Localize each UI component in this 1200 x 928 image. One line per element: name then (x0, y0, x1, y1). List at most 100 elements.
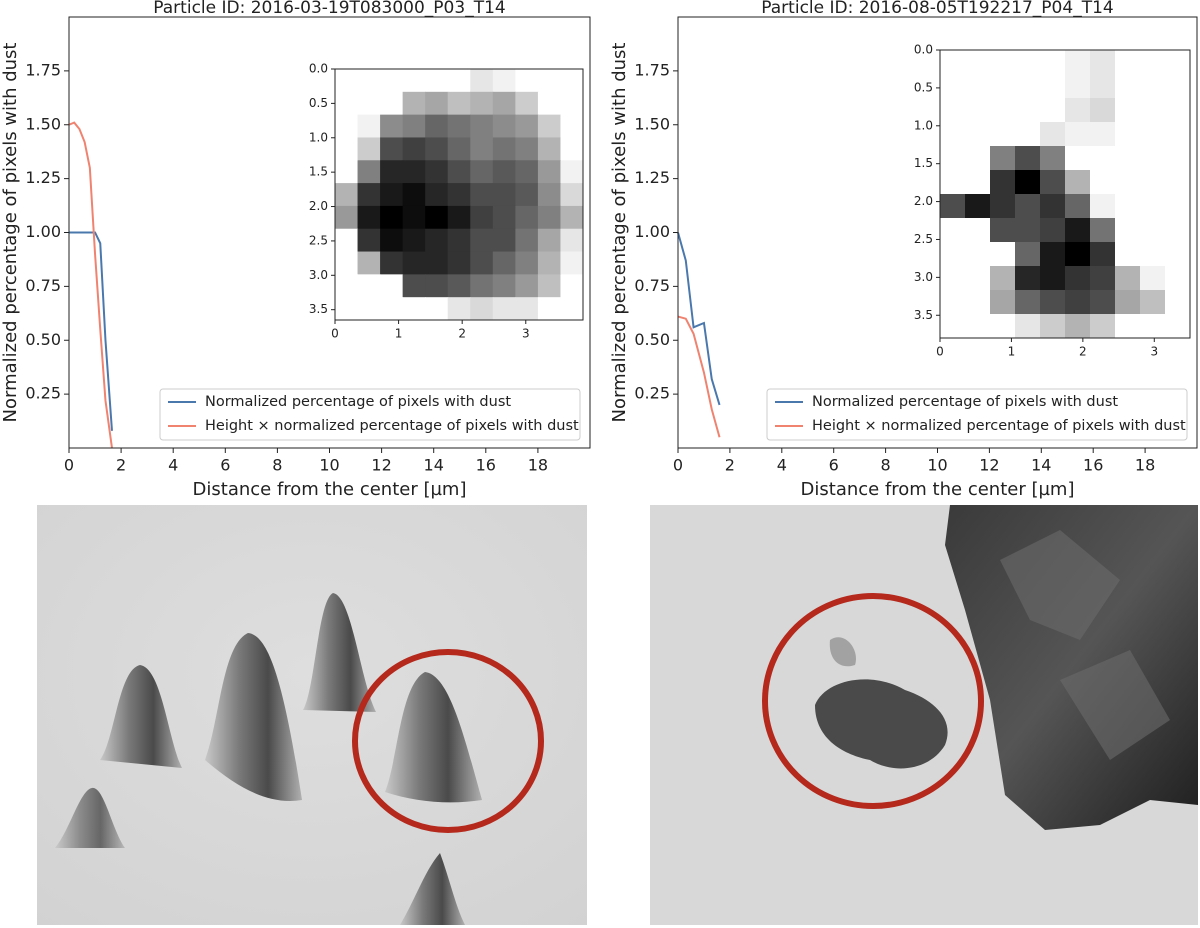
y-tick-label: 1.75 (25, 60, 61, 79)
heatmap-cell (560, 114, 584, 138)
heatmap-cell (1040, 290, 1066, 315)
heatmap-cell (380, 114, 404, 138)
heatmap-cell (1165, 122, 1191, 147)
heatmap-cell (1065, 50, 1091, 75)
highlight-circle (352, 649, 544, 833)
heatmap-cell (965, 242, 991, 267)
heatmap-cell (940, 170, 966, 195)
peak (385, 672, 482, 803)
heatmap-cell (1140, 314, 1166, 339)
heatmap-cell (965, 50, 991, 75)
heatmap-cell (425, 183, 449, 207)
heatmap-cell (380, 183, 404, 207)
heatmap-cell (447, 183, 471, 207)
heatmap-cell (1140, 146, 1166, 171)
heatmap-cell (447, 297, 471, 321)
x-tick-label: 8 (881, 456, 891, 475)
heatmap-cell (537, 205, 561, 230)
heatmap-cell (537, 297, 561, 321)
heatmap-cell (1140, 98, 1166, 123)
heatmap-cell (515, 183, 539, 207)
heatmap-cell (1140, 50, 1166, 75)
dust-facet (1000, 530, 1170, 760)
heatmap-cell (1090, 290, 1116, 315)
heatmap-cell (1115, 242, 1141, 267)
heatmap-cell (1090, 122, 1116, 147)
y-tick-label: 0.25 (25, 384, 61, 403)
heatmap-cell (492, 183, 516, 207)
heatmap-cell (357, 160, 381, 184)
x-axis-label: Distance from the center [µm] (801, 479, 1075, 500)
inset-y-tick-label: 1.5 (309, 165, 328, 179)
heatmap-cell (560, 69, 584, 93)
heatmap-cell (1165, 98, 1191, 123)
inset-y-tick-label: 0.0 (914, 43, 933, 57)
inset-y-tick-label: 1.0 (309, 130, 328, 144)
heatmap-cell (492, 228, 516, 253)
heatmap-cell (1065, 74, 1091, 99)
y-tick-label: 0.50 (25, 330, 61, 349)
heatmap-cell (1065, 314, 1091, 339)
series-line (677, 232, 721, 406)
dust-particle (829, 637, 856, 667)
heatmap-cell (470, 160, 494, 184)
heatmap-cell (335, 274, 359, 298)
heatmap-cell (380, 274, 404, 298)
y-tick-label: 0.50 (634, 330, 670, 349)
heatmap-cell (537, 69, 561, 93)
heatmap-cell (402, 114, 426, 138)
heatmap-cell (1140, 194, 1166, 219)
y-tick-label: 0.75 (634, 276, 670, 295)
heatmap-cell (447, 160, 471, 184)
heatmap-cell (1040, 242, 1066, 267)
heatmap-cell (470, 137, 494, 161)
heatmap-cell (940, 74, 966, 99)
heatmap-cell (447, 228, 471, 253)
heatmap-cell (1065, 218, 1091, 243)
heatmap-cell (940, 266, 966, 291)
heatmap-cell (965, 146, 991, 171)
heatmap-cell (447, 114, 471, 138)
heatmap-cell (1165, 290, 1191, 315)
heatmap-cell (1065, 170, 1091, 195)
heatmap-cell (1165, 194, 1191, 219)
y-tick-label: 0.25 (634, 384, 670, 403)
heatmap-cell (990, 74, 1016, 99)
inset-y-tick-label: 3.5 (309, 302, 328, 316)
heatmap-cell (537, 160, 561, 184)
inset-y-tick-label: 0.5 (914, 80, 933, 94)
heatmap-cell (425, 91, 449, 116)
heatmap-cell (940, 314, 966, 339)
heatmap-cell (1090, 170, 1116, 195)
x-tick-label: 0 (673, 456, 683, 475)
heatmap-cell (335, 69, 359, 93)
heatmap-cell (940, 242, 966, 267)
heatmap-cell (515, 274, 539, 298)
inset-y-tick-label: 1.0 (914, 118, 933, 132)
heatmap-cell (357, 183, 381, 207)
heatmap-cell (1040, 146, 1066, 171)
heatmap-cell (560, 160, 584, 184)
heatmap-cell (402, 297, 426, 321)
heatmap-cell (380, 205, 404, 230)
heatmap-cell (965, 218, 991, 243)
heatmap-cell (470, 91, 494, 116)
heatmap-cell (357, 69, 381, 93)
heatmap-cell (1165, 170, 1191, 195)
x-axis-label: Distance from the center [µm] (193, 479, 467, 500)
heatmap-cell (492, 69, 516, 93)
x-tick-label: 2 (116, 456, 126, 475)
heatmap-cell (1140, 122, 1166, 147)
heatmap-cell (335, 91, 359, 116)
heatmap-cell (1140, 170, 1166, 195)
chart-title: Particle ID: 2016-08-05T192217_P04_T14 (761, 0, 1113, 18)
heatmap-cell (990, 266, 1016, 291)
heatmap-cell (447, 205, 471, 230)
inset-x-tick-label: 2 (458, 327, 466, 341)
x-tick-label: 8 (272, 456, 282, 475)
heatmap-cell (560, 183, 584, 207)
x-tick-label: 14 (424, 456, 444, 475)
heatmap-cell (1015, 122, 1041, 147)
inset-frame (939, 49, 1191, 339)
y-tick-label: 1.50 (634, 114, 670, 133)
